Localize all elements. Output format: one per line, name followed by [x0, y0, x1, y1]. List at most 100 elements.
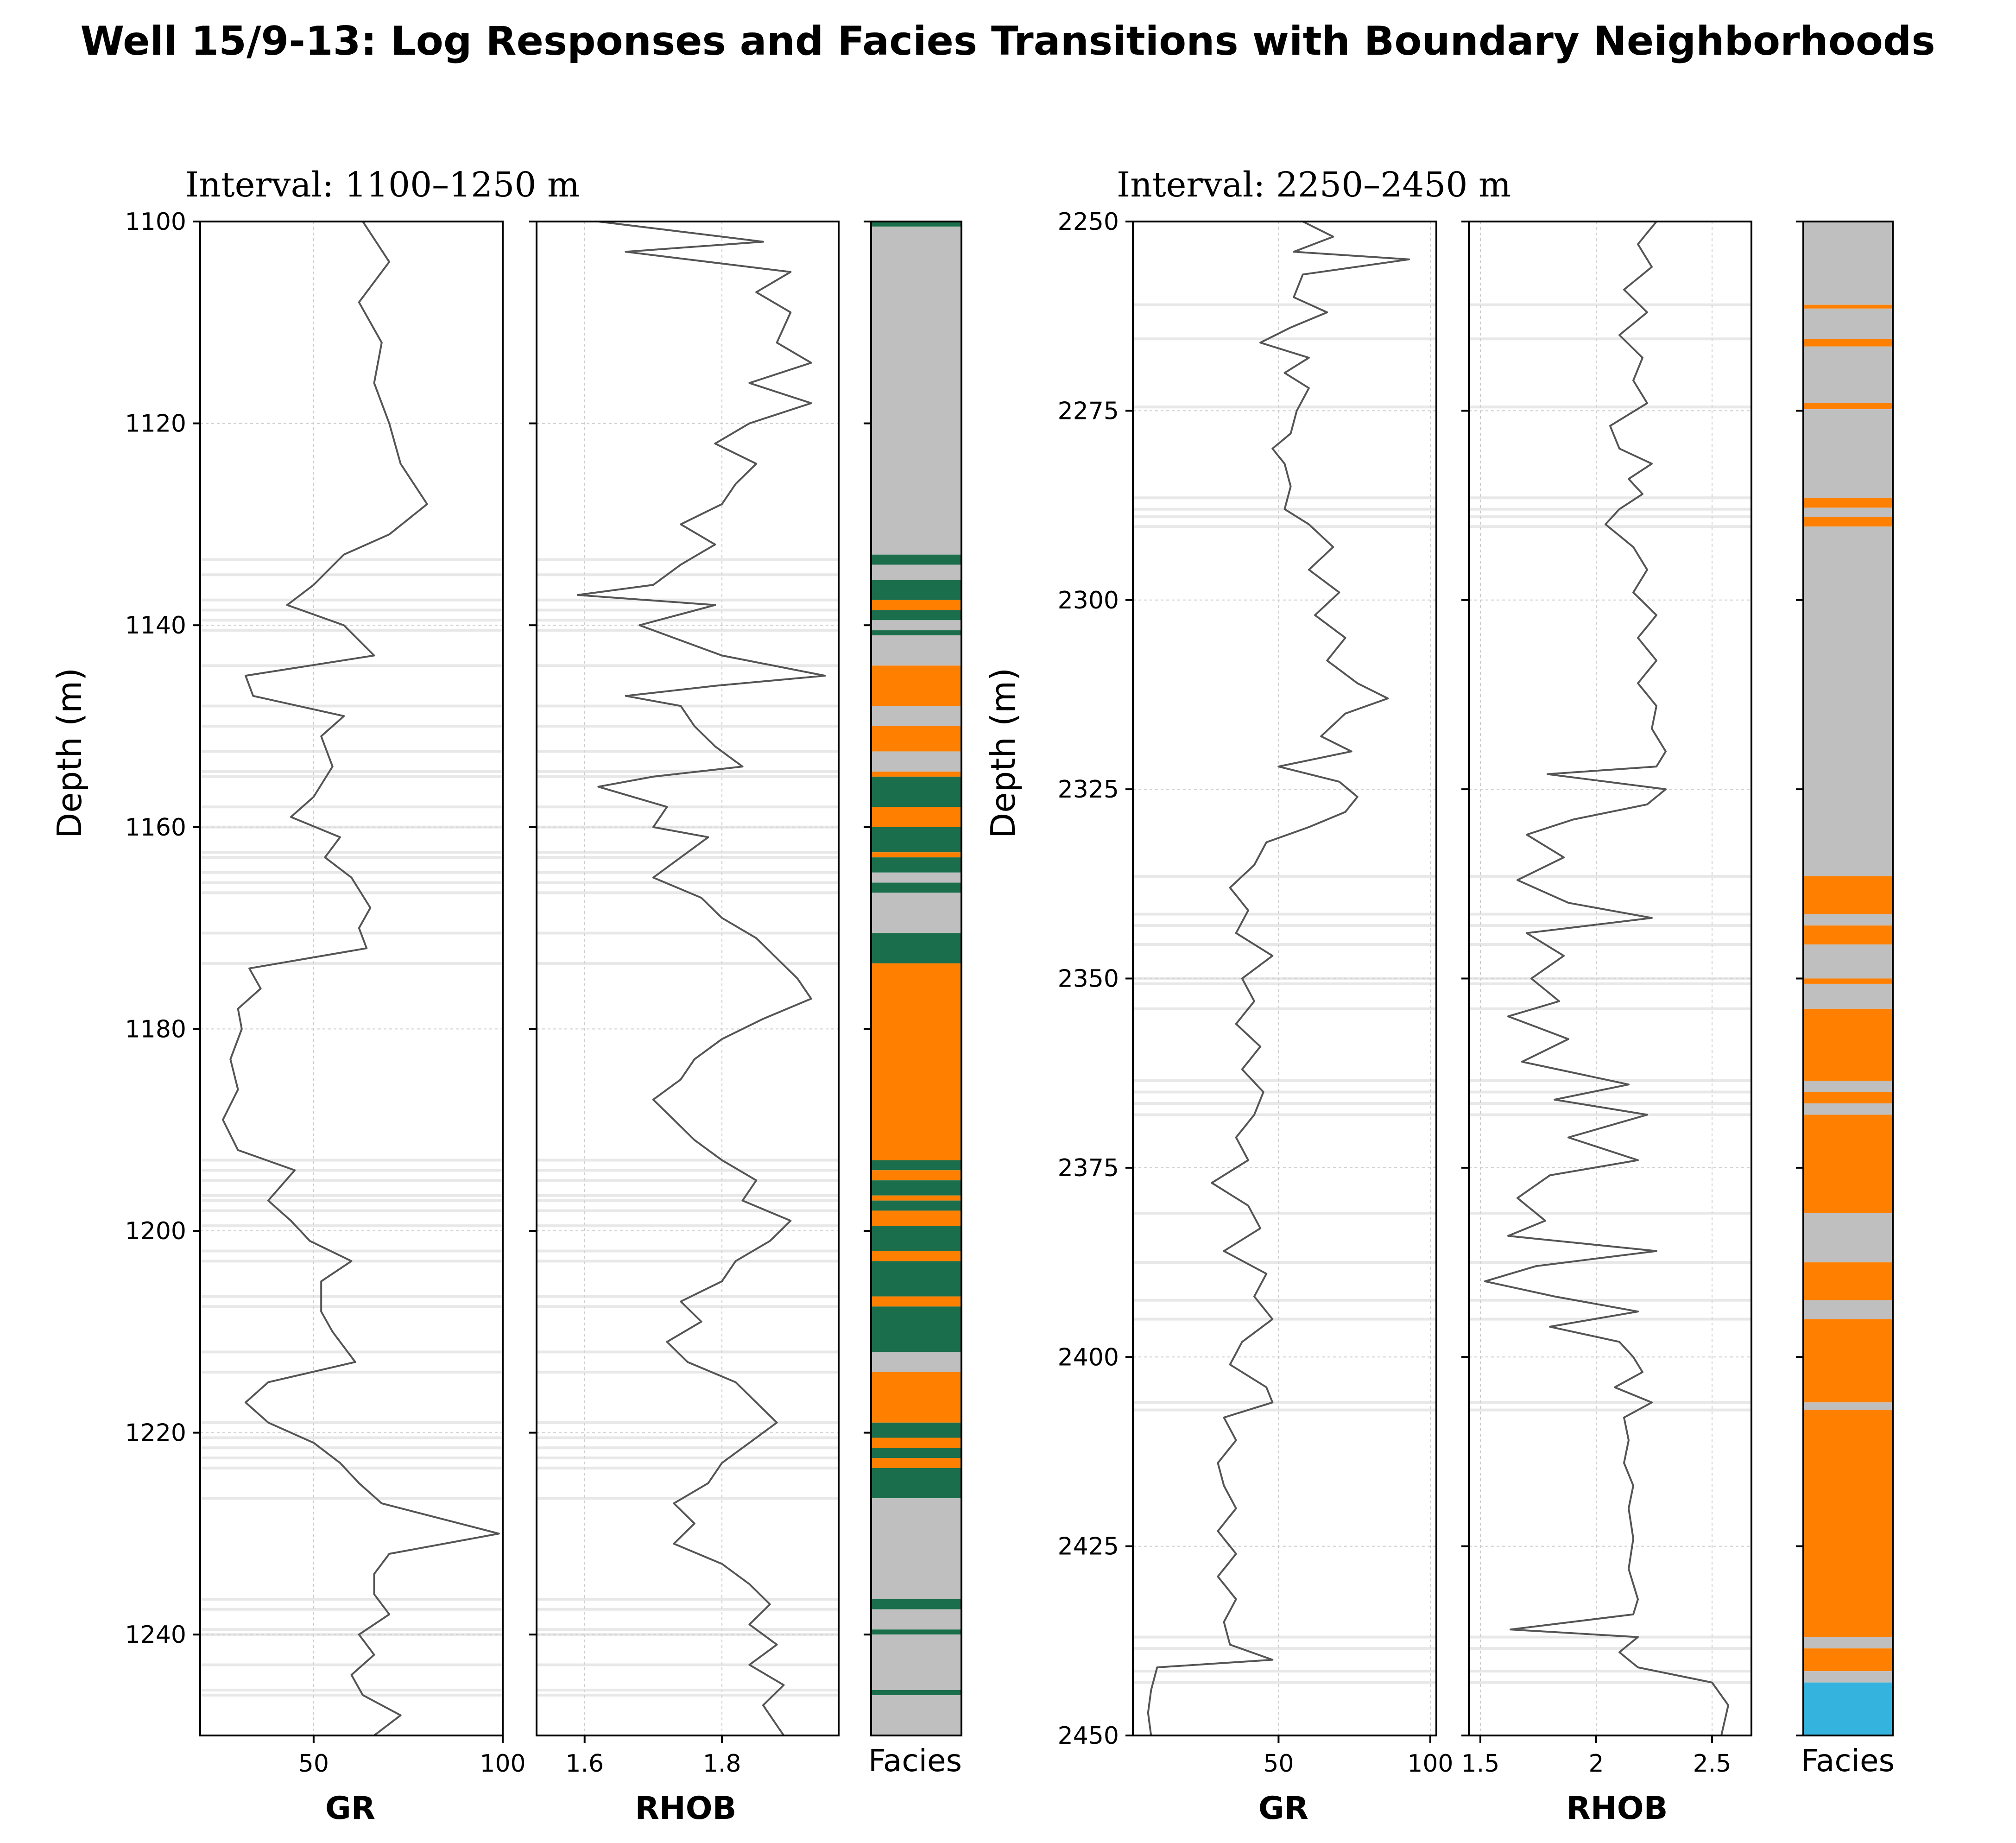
gr-log-curve	[222, 221, 500, 1736]
interval-2-rhob-xlabel: RHOB	[1567, 1790, 1668, 1827]
facies-segment	[1803, 1402, 1893, 1410]
y-tick-label: 1140	[125, 612, 186, 640]
gr-track-frame	[199, 221, 504, 1736]
y-tick-label: 2450	[1058, 1722, 1119, 1750]
facies-segment	[871, 1690, 961, 1695]
facies-segment	[871, 751, 961, 772]
facies-segment	[871, 610, 961, 621]
facies-segment	[1803, 1103, 1893, 1115]
y-tick-label: 2375	[1058, 1154, 1119, 1182]
interval-1-gr-track: 50 100 1100 1120 1140 1160 1180 1200 1220 1240	[125, 208, 526, 1778]
facies-segment	[871, 706, 961, 726]
facies-segment	[871, 933, 961, 963]
facies-segment	[871, 1180, 961, 1196]
y-tick-label: 1220	[125, 1419, 186, 1447]
facies-segment	[871, 1458, 961, 1468]
y-tick-label: 2250	[1058, 208, 1119, 236]
interval-2-subtitle: Interval: 2250–2450 m	[1117, 165, 1511, 205]
facies-segment	[871, 1422, 961, 1438]
facies-segment	[871, 226, 961, 555]
facies-segment	[871, 1498, 961, 1599]
facies-segment	[871, 1160, 961, 1171]
facies-segment	[871, 564, 961, 580]
x-tick-label: 50	[1263, 1750, 1294, 1778]
facies-segment	[871, 554, 961, 565]
interval-1-facies-track	[864, 221, 962, 1736]
facies-segment	[1803, 1115, 1893, 1213]
facies-segment	[871, 1261, 961, 1297]
facies-segment	[871, 620, 961, 631]
facies-segment	[871, 726, 961, 752]
facies-segment	[871, 1296, 961, 1307]
facies-segment	[1803, 517, 1893, 527]
facies-segment	[1803, 925, 1893, 944]
facies-segment	[871, 1372, 961, 1423]
facies-segment	[1803, 944, 1893, 979]
facies-segment	[871, 1448, 961, 1458]
facies-segment	[871, 635, 961, 666]
facies-segment	[871, 1629, 961, 1635]
facies-segment	[1803, 346, 1893, 404]
x-tick-label: 2.5	[1693, 1750, 1732, 1778]
facies-frame	[870, 221, 962, 1736]
facies-segment	[1803, 1092, 1893, 1104]
facies-segment	[871, 882, 961, 893]
x-tick-label: 2	[1588, 1750, 1604, 1778]
facies-segment	[1803, 1319, 1893, 1403]
facies-segment	[1803, 308, 1893, 339]
facies-segment	[871, 1226, 961, 1251]
facies-segment	[871, 872, 961, 883]
interval-2-gr-xlabel: GR	[1258, 1790, 1308, 1827]
interval-1: Interval: 1100–1250 m Depth (m) 50 100 110…	[50, 165, 962, 1827]
interval-1-rhob-xlabel: RHOB	[635, 1790, 737, 1827]
y-tick-label: 1100	[125, 208, 186, 236]
facies-segment	[871, 827, 961, 853]
x-tick-label: 1.8	[703, 1750, 741, 1778]
rhob-log-curve	[1484, 221, 1729, 1736]
facies-segment	[871, 893, 961, 933]
facies-segment	[1803, 222, 1893, 305]
rhob-track-frame	[536, 221, 840, 1736]
x-tick-label: 100	[1407, 1750, 1453, 1778]
interval-1-ylabel: Depth (m)	[50, 668, 89, 839]
interval-2-facies-label: Facies	[1801, 1743, 1895, 1779]
facies-segment	[1803, 507, 1893, 517]
y-tick-label: 2325	[1058, 776, 1119, 804]
facies-segment	[871, 1306, 961, 1352]
facies-segment	[871, 1599, 961, 1609]
interval-2-gr-track: 50 100 2250 2275 2300 2325 2350 2375 2400 2425 245…	[1058, 208, 1454, 1778]
facies-segment	[1803, 498, 1893, 508]
facies-segment	[1803, 1637, 1893, 1649]
x-tick-label: 100	[480, 1750, 525, 1778]
facies-segment	[871, 1695, 961, 1735]
facies-segment	[871, 630, 961, 635]
facies-segment	[871, 600, 961, 610]
y-tick-label: 2425	[1058, 1533, 1119, 1561]
facies-segment	[1803, 983, 1893, 1009]
facies-segment	[871, 1609, 961, 1630]
facies-segment	[871, 665, 961, 706]
facies-segment	[1803, 1410, 1893, 1637]
facies-segment	[1803, 1008, 1893, 1081]
facies-segment	[871, 1195, 961, 1201]
facies-segment	[1803, 1682, 1893, 1735]
x-tick-label: 1.5	[1461, 1750, 1500, 1778]
y-tick-label: 1200	[125, 1217, 186, 1245]
facies-segment	[871, 852, 961, 858]
facies-segment	[871, 1251, 961, 1261]
y-tick-label: 1180	[125, 1015, 186, 1043]
facies-segment	[1803, 1300, 1893, 1319]
y-tick-label: 1120	[125, 410, 186, 438]
y-tick-label: 1240	[125, 1621, 186, 1649]
facies-segment	[1803, 409, 1893, 498]
y-tick-label: 2275	[1058, 397, 1119, 425]
interval-1-subtitle: Interval: 1100–1250 m	[185, 165, 580, 205]
interval-1-rhob-track: 1.6 1.8	[529, 221, 840, 1778]
facies-segment	[1803, 339, 1893, 347]
facies-segment	[871, 1438, 961, 1448]
interval-1-gr-xlabel: GR	[325, 1790, 375, 1827]
facies-segment	[1803, 1213, 1893, 1263]
facies-segment	[871, 772, 961, 777]
facies-segment	[871, 963, 961, 1160]
